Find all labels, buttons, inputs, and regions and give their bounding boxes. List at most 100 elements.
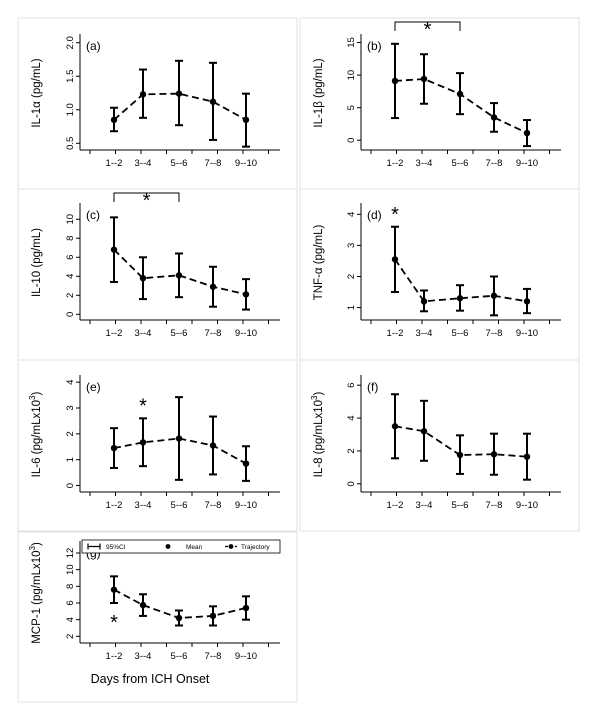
mean-point [490, 292, 498, 299]
y-tick-label: 2 [65, 634, 76, 639]
mean-point [242, 604, 250, 612]
mean-point [209, 98, 217, 105]
panel-frame [17, 531, 298, 703]
y-tick-label: 6 [65, 600, 76, 605]
panel-e: 0 1 2 3 4 1--2 3--4 5--6 7--8 9--10 IL-6 (pg/mLx10… [17, 359, 298, 532]
mean-point [110, 116, 118, 124]
mean-point [110, 246, 118, 253]
legend-trajectory-point [228, 544, 234, 549]
panel-label: (f) [367, 380, 378, 394]
y-axis-title-superscript: 3 [310, 395, 319, 400]
x-tick-label: 1--2 [106, 651, 123, 662]
x-tick-label: 3--4 [135, 158, 152, 169]
x-tick-label: 7--8 [486, 158, 503, 169]
y-tick-label: 6 [346, 383, 357, 388]
y-tick-label: 10 [65, 214, 76, 225]
y-tick-label: 2 [65, 431, 76, 436]
x-axis-title: Days from ICH Onset [91, 672, 210, 686]
x-tick-label: 3--4 [416, 158, 433, 169]
y-axis-title-close: ) [313, 392, 325, 396]
mean-point [175, 435, 183, 442]
y-axis-title-superscript: 3 [28, 395, 37, 400]
x-tick-label: 9--10 [516, 500, 538, 511]
mean-point [391, 77, 399, 85]
x-tick-label: 5--6 [171, 500, 188, 511]
trajectory-line [113, 249, 247, 296]
y-axis-title-text: IL-6 (pg/mLx10 [31, 400, 43, 477]
y-axis-title-text: IL-1α (pg/mL) [31, 58, 43, 127]
x-tick-label: 3--4 [135, 651, 152, 662]
panel-label: (b) [367, 39, 382, 53]
x-tick-label: 3--4 [135, 328, 152, 339]
y-tick-label: 4 [346, 415, 357, 420]
x-tick-label: 9--10 [516, 158, 538, 169]
y-tick-label: 3 [346, 243, 357, 248]
panel-f: 0 2 4 6 1--2 3--4 5--6 7--8 9--10 IL-8 (pg/mLx103… [299, 359, 580, 532]
y-tick-label: 0 [346, 481, 357, 486]
y-tick-label: 0 [346, 138, 357, 143]
legend-mean-symbol [165, 544, 171, 549]
y-axis-title: IL-6 (pg/mLx103) [28, 392, 43, 478]
y-axis-title-text: IL-1β (pg/mL) [313, 58, 325, 127]
x-tick-label: 5--6 [452, 158, 469, 169]
y-tick-label: 1 [65, 457, 76, 462]
x-tick-label: 9--10 [235, 500, 257, 511]
mean-point [391, 423, 399, 430]
mean-point [175, 272, 183, 279]
y-tick-label: 2 [346, 274, 357, 279]
y-tick-label: 3 [65, 405, 76, 410]
x-tick-label: 1--2 [106, 158, 123, 169]
mean-point [209, 283, 217, 290]
y-axis-title: IL-1α (pg/mL) [31, 58, 43, 127]
y-tick-label: 10 [65, 564, 76, 575]
significance-star: * [143, 190, 151, 212]
mean-point [242, 116, 250, 124]
x-tick-label: 5--6 [452, 328, 469, 339]
x-tick-label: 1--2 [387, 500, 404, 511]
x-tick-label: 5--6 [171, 158, 188, 169]
x-tick-label: 9--10 [235, 328, 257, 339]
x-tick-label: 3--4 [416, 328, 433, 339]
x-tick-label: 1--2 [387, 328, 404, 339]
x-tick-label: 5--6 [171, 328, 188, 339]
x-tick-label: 1--2 [106, 500, 123, 511]
y-tick-label: 15 [346, 37, 357, 48]
x-tick-label: 5--6 [171, 651, 188, 662]
y-axis-title: IL-1β (pg/mL) [313, 58, 325, 127]
mean-point [242, 291, 250, 298]
panel-frame [299, 359, 580, 532]
y-tick-label: 0 [65, 483, 76, 488]
legend-entry: Mean [186, 544, 203, 551]
y-axis-title: IL-10 (pg/mL) [31, 228, 43, 297]
panel-label: (c) [86, 208, 100, 222]
significance-star: * [424, 19, 432, 41]
y-tick-label: 5 [346, 105, 357, 110]
mean-point [139, 601, 147, 609]
x-tick-label: 7--8 [205, 328, 222, 339]
y-tick-label: 8 [65, 236, 76, 241]
mean-point [209, 442, 217, 449]
y-axis-title-close: ) [31, 542, 43, 546]
significance-star: * [139, 395, 147, 417]
x-tick-label: 3--4 [135, 500, 152, 511]
y-tick-label: 2 [346, 448, 357, 453]
y-tick-label: 0 [65, 312, 76, 317]
legend: 95%CI Mean Trajectory [81, 539, 281, 554]
mean-point [110, 444, 118, 452]
panel-d: 1 2 3 4 1--2 3--4 5--6 7--8 9--10 TNF-α (pg/mL) (d… [299, 188, 580, 361]
y-tick-label: 2 [65, 293, 76, 298]
mean-point [523, 129, 531, 137]
y-tick-label: 1 [346, 305, 357, 310]
panel-c: 0 2 4 6 8 10 1--2 3--4 5--6 7--8 9--10 IL-10 (pg/mL… [17, 188, 298, 361]
panels-layer: 0.5 1.0 1.5 2.0 1--2 3--4 5--6 7--8 9--10 IL-1α (… [17, 17, 580, 703]
significance-star: * [391, 204, 399, 226]
x-tick-label: 7--8 [486, 500, 503, 511]
mean-point [209, 612, 217, 620]
panel-g: 2 4 6 8 10 12 1--2 3--4 5--6 7--8 9--10 MCP-1 (pg/m… [17, 531, 298, 703]
panel-a: 0.5 1.0 1.5 2.0 1--2 3--4 5--6 7--8 9--10 IL-1α (… [17, 17, 298, 190]
y-tick-label: 0.5 [65, 137, 76, 150]
y-axis-title-text: TNF-α (pg/mL) [313, 225, 325, 301]
legend-box [81, 539, 281, 554]
y-axis-title-text: IL-8 (pg/mLx10 [313, 400, 325, 477]
y-axis-title-close: ) [31, 392, 43, 396]
